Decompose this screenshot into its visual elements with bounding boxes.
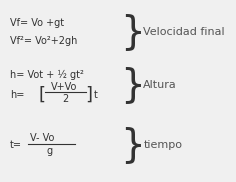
Text: t: t bbox=[94, 90, 97, 100]
Text: ]: ] bbox=[85, 86, 92, 104]
Text: tiempo: tiempo bbox=[143, 140, 182, 150]
Text: 2: 2 bbox=[62, 94, 68, 104]
Text: }: } bbox=[120, 13, 145, 51]
Text: Altura: Altura bbox=[143, 80, 177, 90]
Text: V- Vo: V- Vo bbox=[30, 133, 54, 143]
Text: }: } bbox=[120, 66, 145, 104]
Text: V+Vo: V+Vo bbox=[51, 82, 78, 92]
Text: Vf²= Vo²+2gh: Vf²= Vo²+2gh bbox=[10, 36, 77, 46]
Text: g: g bbox=[47, 146, 53, 156]
Text: [: [ bbox=[38, 86, 46, 104]
Text: Vf= Vo +gt: Vf= Vo +gt bbox=[10, 18, 64, 28]
Text: h=: h= bbox=[10, 90, 24, 100]
Text: Velocidad final: Velocidad final bbox=[143, 27, 225, 37]
Text: }: } bbox=[120, 126, 145, 164]
Text: h= Vot + ½ gt²: h= Vot + ½ gt² bbox=[10, 70, 84, 80]
Text: t=: t= bbox=[10, 140, 22, 150]
